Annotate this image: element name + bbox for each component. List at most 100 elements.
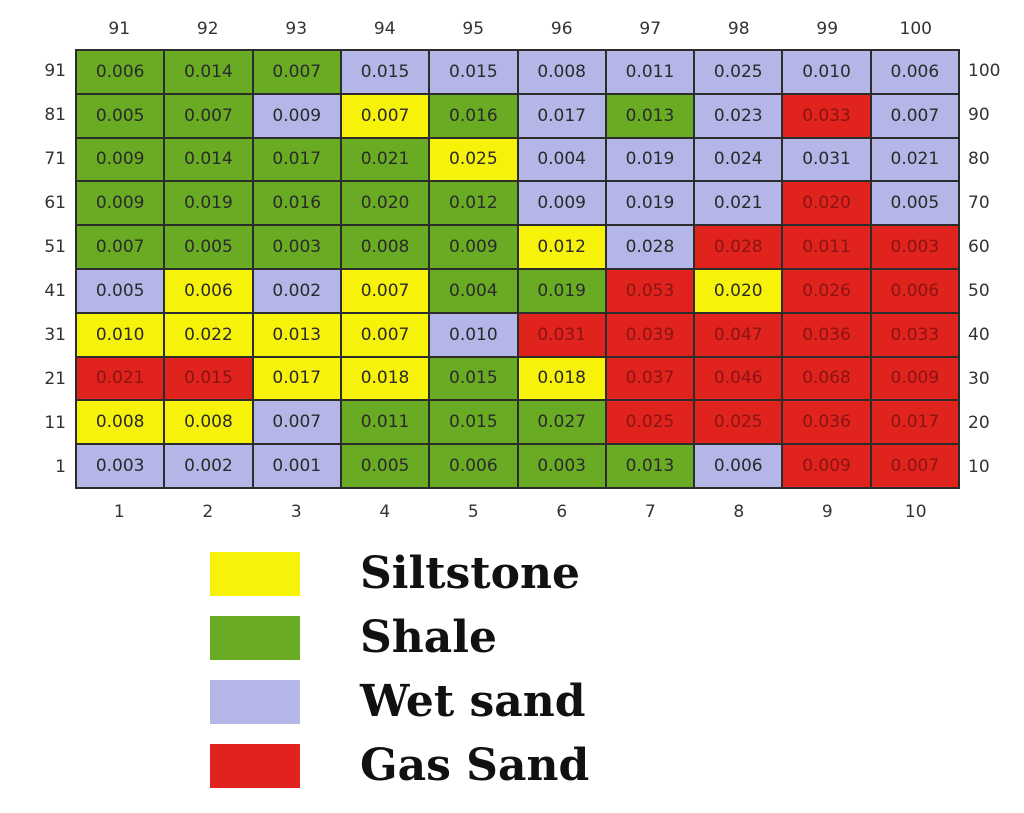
legend-label-gas-sand: Gas Sand bbox=[360, 740, 590, 791]
right-tick-label: 100 bbox=[968, 61, 1001, 81]
heatmap-cell: 0.007 bbox=[253, 51, 340, 93]
heatmap-cell: 0.001 bbox=[253, 445, 340, 487]
heatmap-cell: 0.004 bbox=[518, 138, 605, 181]
heatmap-cell: 0.003 bbox=[253, 226, 340, 268]
bottom-tick-label: 3 bbox=[290, 502, 302, 522]
heatmap-cell: 0.053 bbox=[606, 269, 694, 312]
top-tick-label: 97 bbox=[639, 19, 662, 39]
heatmap-cell: 0.006 bbox=[165, 269, 252, 312]
heatmap-cell: 0.033 bbox=[871, 313, 958, 356]
right-tick-label: 30 bbox=[968, 369, 990, 389]
heatmap-cell: 0.031 bbox=[518, 313, 605, 356]
heatmap-cell: 0.002 bbox=[165, 445, 252, 487]
legend-swatch-shale bbox=[210, 616, 300, 660]
heatmap-cell: 0.009 bbox=[518, 182, 605, 225]
right-tick-label: 60 bbox=[968, 237, 990, 257]
heatmap-cell: 0.037 bbox=[606, 357, 694, 400]
heatmap-cell: 0.024 bbox=[695, 138, 782, 181]
heatmap-cell: 0.003 bbox=[77, 445, 164, 487]
heatmap-cell: 0.015 bbox=[430, 357, 517, 400]
heatmap-cell: 0.002 bbox=[253, 269, 340, 312]
heatmap-cell: 0.046 bbox=[695, 357, 782, 400]
heatmap-cell: 0.014 bbox=[165, 138, 252, 181]
heatmap-cell: 0.011 bbox=[341, 401, 429, 444]
heatmap-cell: 0.016 bbox=[430, 94, 517, 137]
heatmap-cell: 0.012 bbox=[518, 226, 605, 268]
legend-swatch-wet-sand bbox=[210, 680, 300, 724]
heatmap-cell: 0.019 bbox=[165, 182, 252, 225]
bottom-tick-label: 5 bbox=[467, 502, 479, 522]
legend: Siltstone Shale Wet sand Gas Sand bbox=[210, 548, 710, 804]
heatmap-cell: 0.022 bbox=[165, 313, 252, 356]
heatmap-cell: 0.021 bbox=[341, 138, 429, 181]
heatmap-cell: 0.006 bbox=[871, 269, 958, 312]
legend-swatch-gas-sand bbox=[210, 744, 300, 788]
legend-item-siltstone: Siltstone bbox=[210, 548, 710, 612]
heatmap-cell: 0.003 bbox=[871, 226, 958, 268]
left-tick-label: 51 bbox=[44, 237, 66, 257]
left-tick-label: 91 bbox=[44, 61, 66, 81]
right-tick-label: 90 bbox=[968, 105, 990, 125]
top-tick-label: 100 bbox=[899, 19, 932, 39]
heatmap-cell: 0.008 bbox=[341, 226, 429, 268]
heatmap-cell: 0.009 bbox=[871, 357, 958, 400]
heatmap-cell: 0.006 bbox=[77, 51, 164, 93]
heatmap-cell: 0.023 bbox=[695, 94, 782, 137]
right-tick-label: 70 bbox=[968, 193, 990, 213]
heatmap-grid: 0.006 0.014 0.007 0.015 0.015 0.008 0.011 0.025… bbox=[75, 49, 960, 489]
heatmap-cell: 0.014 bbox=[165, 51, 252, 93]
right-tick-label: 10 bbox=[968, 457, 990, 477]
legend-label-shale: Shale bbox=[360, 612, 497, 663]
heatmap-cell: 0.009 bbox=[430, 226, 517, 268]
heatmap-cell: 0.005 bbox=[165, 226, 252, 268]
left-tick-label: 1 bbox=[55, 457, 66, 477]
heatmap-cell: 0.009 bbox=[253, 94, 340, 137]
right-tick-label: 20 bbox=[968, 413, 990, 433]
top-tick-label: 95 bbox=[462, 19, 485, 39]
top-tick-label: 92 bbox=[196, 19, 219, 39]
bottom-tick-label: 2 bbox=[202, 502, 214, 522]
right-tick-label: 80 bbox=[968, 149, 990, 169]
heatmap-cell: 0.018 bbox=[518, 357, 605, 400]
bottom-tick-label: 9 bbox=[821, 502, 833, 522]
heatmap-cell: 0.006 bbox=[430, 445, 517, 487]
heatmap-cell: 0.015 bbox=[430, 401, 517, 444]
bottom-tick-label: 4 bbox=[379, 502, 391, 522]
legend-swatch-siltstone bbox=[210, 552, 300, 596]
heatmap-cell: 0.007 bbox=[165, 94, 252, 137]
heatmap-cell: 0.010 bbox=[77, 313, 164, 356]
right-tick-label: 40 bbox=[968, 325, 990, 345]
heatmap-cell: 0.021 bbox=[871, 138, 958, 181]
heatmap-cell: 0.017 bbox=[518, 94, 605, 137]
heatmap-cell: 0.013 bbox=[606, 445, 694, 487]
top-tick-label: 99 bbox=[816, 19, 839, 39]
heatmap-cell: 0.020 bbox=[783, 182, 870, 225]
heatmap-cell: 0.019 bbox=[518, 269, 605, 312]
heatmap-cell: 0.006 bbox=[695, 445, 782, 487]
heatmap-cell: 0.007 bbox=[871, 445, 958, 487]
heatmap-cell: 0.010 bbox=[783, 51, 870, 93]
bottom-tick-label: 10 bbox=[904, 502, 927, 522]
heatmap-cell: 0.005 bbox=[77, 269, 164, 312]
heatmap-cell: 0.036 bbox=[783, 313, 870, 356]
left-tick-label: 11 bbox=[44, 413, 66, 433]
heatmap-cell: 0.018 bbox=[341, 357, 429, 400]
left-tick-label: 71 bbox=[44, 149, 66, 169]
heatmap-cell: 0.005 bbox=[341, 445, 429, 487]
heatmap-cell: 0.007 bbox=[341, 269, 429, 312]
heatmap-cell: 0.011 bbox=[783, 226, 870, 268]
heatmap-cell: 0.021 bbox=[77, 357, 164, 400]
heatmap-cell: 0.015 bbox=[341, 51, 429, 93]
left-tick-label: 61 bbox=[44, 193, 66, 213]
top-tick-label: 96 bbox=[550, 19, 573, 39]
heatmap-cell: 0.047 bbox=[695, 313, 782, 356]
heatmap-cell: 0.013 bbox=[253, 313, 340, 356]
heatmap-cell: 0.019 bbox=[606, 182, 694, 225]
bottom-tick-label: 7 bbox=[644, 502, 656, 522]
bottom-tick-label: 6 bbox=[556, 502, 568, 522]
heatmap-cell: 0.025 bbox=[430, 138, 517, 181]
heatmap-cell: 0.008 bbox=[77, 401, 164, 444]
heatmap-cell: 0.004 bbox=[430, 269, 517, 312]
heatmap-cell: 0.025 bbox=[695, 401, 782, 444]
